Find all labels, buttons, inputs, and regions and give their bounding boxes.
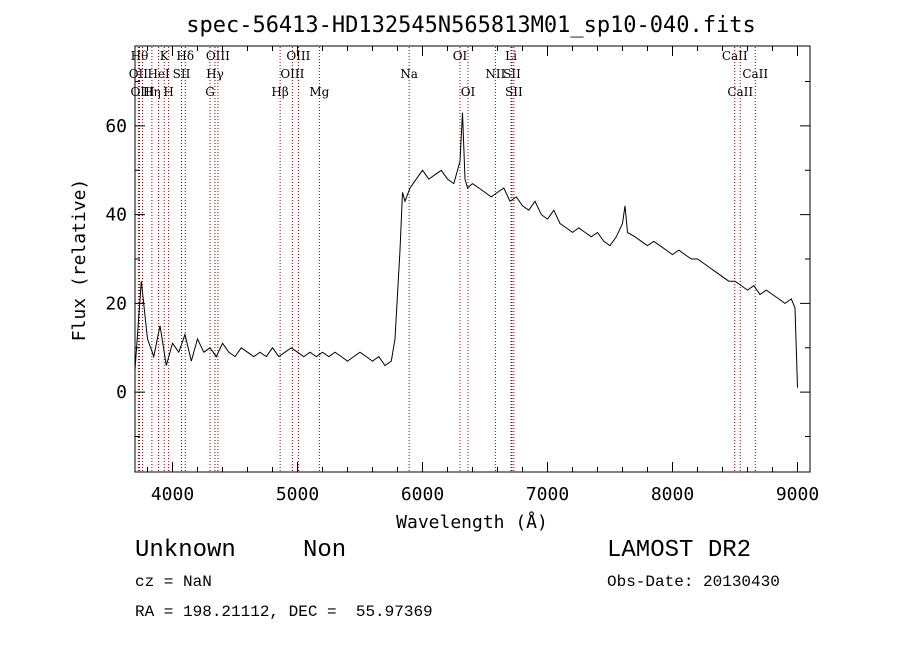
line-marker-label: NII [485,67,505,81]
chart-title: spec-56413-HD132545N565813M01_sp10-040.f… [186,13,756,38]
emission-line-markers: HθOIIOIIIHηHeIKHSIIHδGHγOIIIHβOIIIOIIIMg… [129,47,768,471]
x-tick-label: 9000 [776,484,819,505]
line-marker-label: Hη [143,85,161,99]
line-marker-label: CaII [722,49,748,63]
line-marker-label: Hδ [176,49,194,63]
line-marker-label: CaII [727,85,753,99]
line-marker-label: SII [503,67,521,81]
line-marker-label: Hβ [271,85,288,99]
line-marker-label: K [160,49,170,63]
y-tick-label: 0 [116,382,127,403]
line-marker-label: Na [400,67,418,81]
line-marker-label: HeI [147,67,170,81]
line-marker-label: OIII [206,49,230,63]
y-tick-label: 40 [105,205,127,226]
line-marker-label: Li [505,49,517,63]
x-tick-label: 6000 [401,484,444,505]
line-marker-label: Mg [309,85,329,99]
x-tick-label: 7000 [526,484,569,505]
line-marker-label: Hγ [206,67,224,81]
class-label: Unknown [135,537,236,564]
line-marker-label: SII [173,67,191,81]
cz-value: cz = NaN [135,573,212,591]
line-marker-label: OIII [130,85,154,99]
plot-frame [134,45,811,473]
spectrum-line [134,112,798,388]
x-axis-label: Wavelength (Å) [396,511,548,533]
y-axis-label: Flux (relative) [69,179,90,342]
x-tick-label: 4000 [151,484,194,505]
line-marker-label: OI [453,49,468,63]
line-marker-label: OIII [286,49,310,63]
y-axis: 0 20 40 60 [105,81,810,437]
line-marker-label: Hθ [131,49,149,63]
x-tick-label: 8000 [651,484,694,505]
x-tick-label: 5000 [276,484,319,505]
line-marker-label: CaII [742,67,768,81]
survey-label: LAMOST DR2 [607,537,752,564]
line-marker-label: H [163,85,173,99]
y-tick-label: 60 [105,116,127,137]
y-tick-label: 20 [105,293,127,314]
x-axis: 4000 5000 6000 7000 8000 9000 [147,46,819,505]
line-marker-label: OII [129,67,149,81]
subclass-label: Non [303,537,347,564]
line-marker-label: OIII [280,67,304,81]
spectrum-layer [134,112,798,388]
line-marker-label: G [205,85,215,99]
line-marker-label: OI [461,85,476,99]
obs-date: Obs-Date: 20130430 [607,573,780,591]
coordinates: RA = 198.21112, DEC = 55.97369 [135,603,433,621]
line-marker-label: SII [505,85,523,99]
